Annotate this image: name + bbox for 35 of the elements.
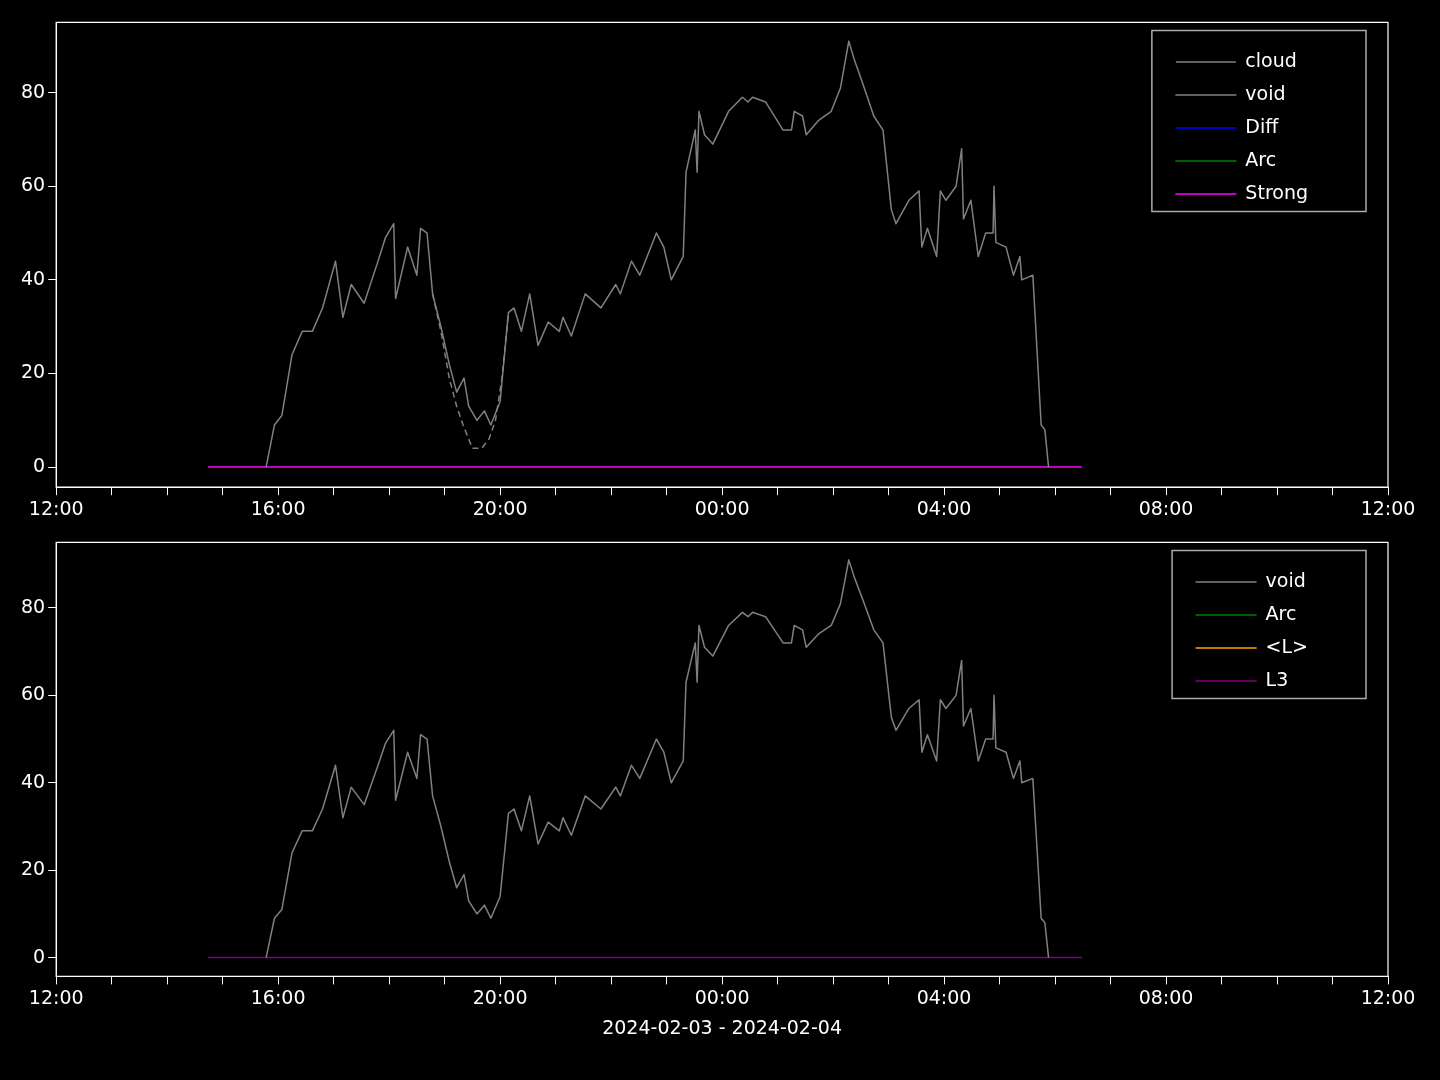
y-tick-label: 40	[20, 769, 46, 792]
line-series	[431, 293, 510, 450]
x-tick-label: 12:00	[28, 496, 84, 519]
x-tick-label: 12:00	[1360, 985, 1416, 1008]
x-tick-label: 20:00	[472, 985, 528, 1008]
x-tick-label: 20:00	[472, 496, 528, 519]
y-tick-label: 60	[20, 682, 46, 705]
legend-label: Arc	[1245, 147, 1277, 170]
y-tick-label: 0	[33, 944, 46, 967]
y-tick-label: 60	[20, 173, 46, 196]
legend-label: Diff	[1245, 114, 1280, 137]
legend-label: void	[1245, 81, 1286, 104]
legend-label: cloud	[1245, 48, 1297, 71]
legend-label: Arc	[1265, 601, 1297, 624]
legend-label: void	[1265, 568, 1306, 591]
legend-label: Strong	[1245, 180, 1309, 203]
y-tick-label: 80	[20, 79, 46, 102]
x-tick-label: 00:00	[694, 985, 750, 1008]
y-tick-label: 80	[20, 594, 46, 617]
y-tick-label: 20	[20, 360, 46, 383]
x-tick-label: 08:00	[1138, 496, 1194, 519]
x-axis-title: 2024-02-03 - 2024-02-04	[602, 1015, 842, 1038]
x-tick-label: 08:00	[1138, 985, 1194, 1008]
legend-label: L3	[1265, 667, 1289, 690]
legend-label: <L>	[1265, 634, 1309, 657]
x-tick-label: 00:00	[694, 496, 750, 519]
x-tick-label: 12:00	[1360, 496, 1416, 519]
x-tick-label: 04:00	[916, 985, 972, 1008]
x-tick-label: 16:00	[250, 985, 306, 1008]
x-tick-label: 04:00	[916, 496, 972, 519]
y-tick-label: 40	[20, 266, 46, 289]
x-tick-label: 16:00	[250, 496, 306, 519]
x-tick-label: 12:00	[28, 985, 84, 1008]
y-tick-label: 20	[20, 857, 46, 880]
y-tick-label: 0	[33, 454, 46, 477]
